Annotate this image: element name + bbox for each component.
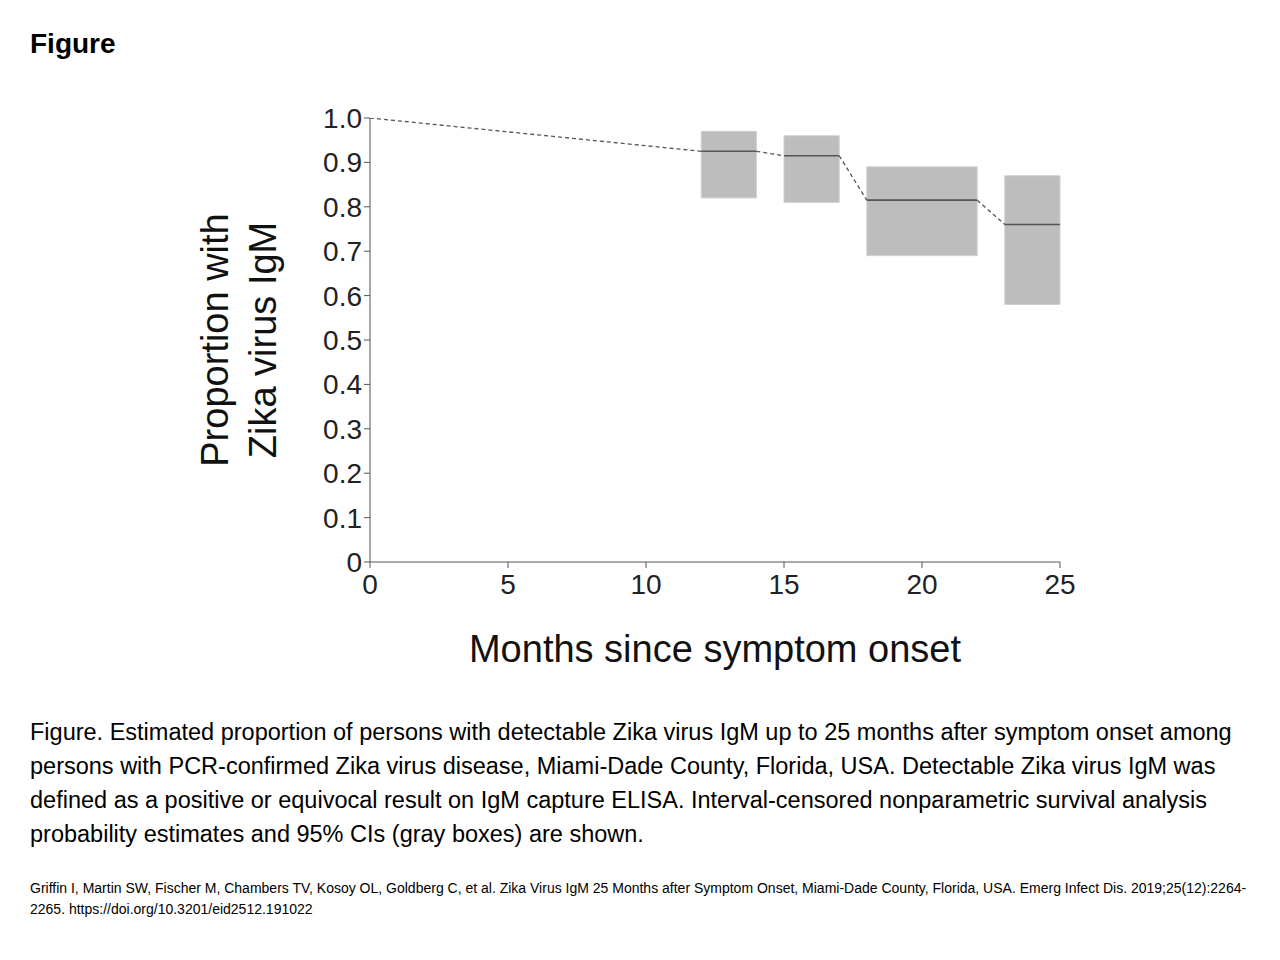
svg-text:0.3: 0.3 [323, 414, 362, 445]
svg-text:0.8: 0.8 [323, 192, 362, 223]
svg-text:Proportion withZika virus IgM: Proportion withZika virus IgM [194, 213, 284, 466]
svg-text:5: 5 [500, 569, 516, 600]
svg-text:0.9: 0.9 [323, 147, 362, 178]
svg-text:10: 10 [630, 569, 661, 600]
html-text:Griffin I, Martin SW, Fischer: Griffin I, Martin SW, Fischer M, Chamber… [30, 880, 1247, 917]
svg-text:0.5: 0.5 [323, 325, 362, 356]
svg-text:0: 0 [362, 569, 378, 600]
svg-text:Months since symptom onset: Months since symptom onset [469, 628, 962, 670]
html-text:Figure: Figure [30, 28, 116, 59]
svg-text:0.1: 0.1 [323, 503, 362, 534]
svg-text:25: 25 [1044, 569, 1075, 600]
svg-text:15: 15 [768, 569, 799, 600]
svg-text:0.4: 0.4 [323, 369, 362, 400]
svg-text:0.7: 0.7 [323, 236, 362, 267]
svg-text:20: 20 [906, 569, 937, 600]
svg-text:1.0: 1.0 [323, 103, 362, 134]
svg-text:0.6: 0.6 [323, 281, 362, 312]
html-text:Figure. Estimated proportion o: Figure. Estimated proportion of persons … [30, 719, 1232, 847]
svg-text:0.2: 0.2 [323, 458, 362, 489]
svg-text:0: 0 [346, 547, 362, 578]
